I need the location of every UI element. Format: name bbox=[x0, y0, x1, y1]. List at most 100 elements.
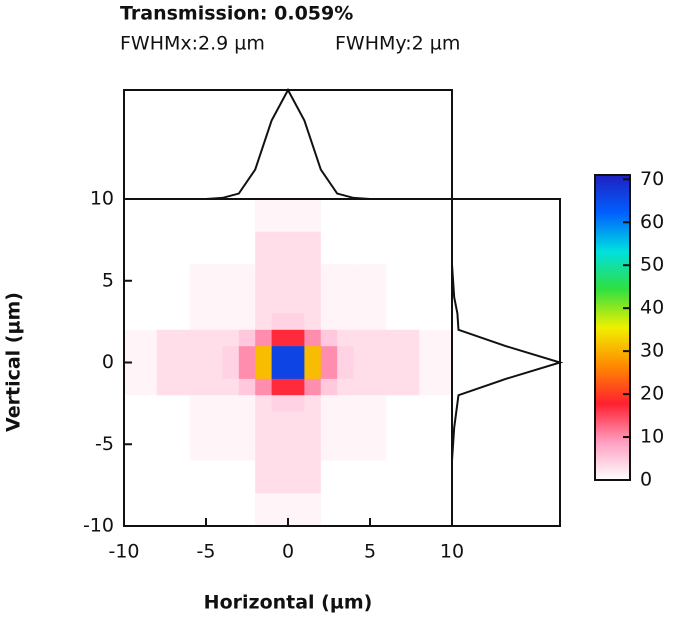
heat-cell bbox=[222, 460, 240, 478]
heat-cell bbox=[288, 199, 305, 216]
heat-cell bbox=[156, 460, 174, 478]
heat-cell bbox=[402, 493, 420, 510]
heat-cell bbox=[419, 395, 436, 412]
heat-cell bbox=[386, 509, 404, 527]
heat-cell bbox=[435, 444, 453, 461]
heat-cell bbox=[386, 362, 404, 380]
heat-cell bbox=[353, 378, 371, 396]
heat-cell bbox=[402, 215, 420, 232]
heat-cell bbox=[156, 378, 174, 396]
heat-cell bbox=[304, 297, 322, 314]
heat-cell bbox=[124, 231, 141, 249]
heat-cell bbox=[255, 493, 272, 510]
heat-cell bbox=[402, 248, 420, 265]
vertical-profile bbox=[451, 199, 564, 526]
heat-cell bbox=[337, 493, 354, 510]
chart-title: Transmission: 0.059% bbox=[120, 3, 353, 25]
heat-cell bbox=[189, 395, 207, 412]
heat-cell bbox=[304, 313, 322, 331]
heat-cell bbox=[370, 280, 387, 298]
heat-cell bbox=[173, 411, 190, 429]
heat-cell bbox=[173, 231, 190, 249]
heat-cell bbox=[435, 231, 453, 249]
heat-cell bbox=[370, 329, 387, 347]
heat-cell bbox=[353, 231, 371, 249]
heat-cell bbox=[189, 280, 207, 298]
heat-cell bbox=[320, 231, 338, 249]
colorbar-tick-label: 60 bbox=[640, 211, 664, 233]
heat-cell bbox=[189, 264, 207, 282]
heat-cell bbox=[271, 395, 289, 412]
heat-cell bbox=[173, 493, 190, 510]
heat-cell bbox=[271, 460, 289, 478]
heat-cell bbox=[206, 248, 223, 265]
heat-cell bbox=[124, 215, 141, 232]
colorbar-tick-label: 40 bbox=[640, 297, 664, 319]
heat-cell bbox=[337, 411, 354, 429]
heat-cell bbox=[255, 231, 272, 249]
heat-cell bbox=[320, 378, 338, 396]
heat-cell bbox=[337, 460, 354, 478]
heat-cell bbox=[353, 346, 371, 363]
heat-cell bbox=[255, 444, 272, 461]
heat-cell bbox=[370, 411, 387, 429]
heat-cell bbox=[386, 231, 404, 249]
heat-cell bbox=[222, 493, 240, 510]
heat-cell bbox=[288, 427, 305, 445]
heat-cell bbox=[255, 476, 272, 494]
heat-cell bbox=[173, 264, 190, 282]
heat-cell bbox=[353, 329, 371, 347]
heat-cell bbox=[320, 444, 338, 461]
heat-cell bbox=[435, 395, 453, 412]
heat-cell bbox=[173, 297, 190, 314]
heat-cell bbox=[353, 493, 371, 510]
heat-cell bbox=[124, 329, 141, 347]
heat-cell bbox=[238, 264, 256, 282]
top-panel-frame bbox=[123, 89, 453, 199]
heat-cell bbox=[370, 248, 387, 265]
heat-cell bbox=[370, 215, 387, 232]
heat-cell bbox=[255, 346, 272, 363]
heat-cell bbox=[320, 411, 338, 429]
heat-cell bbox=[386, 411, 404, 429]
heat-cell bbox=[140, 280, 158, 298]
heat-cell bbox=[353, 215, 371, 232]
heat-cell bbox=[156, 248, 174, 265]
heat-cell bbox=[386, 297, 404, 314]
heat-cell bbox=[255, 329, 272, 347]
heat-cell bbox=[320, 460, 338, 478]
heat-cell bbox=[353, 297, 371, 314]
x-tick-label: -10 bbox=[108, 541, 139, 563]
heat-cell bbox=[419, 444, 436, 461]
heat-cell bbox=[206, 346, 223, 363]
heat-cell bbox=[386, 476, 404, 494]
heat-cell bbox=[140, 460, 158, 478]
heat-cell bbox=[320, 346, 338, 363]
heat-cell bbox=[419, 248, 436, 265]
heat-cell bbox=[222, 427, 240, 445]
heat-cell bbox=[255, 427, 272, 445]
heat-cell bbox=[206, 264, 223, 282]
heat-cell bbox=[173, 199, 190, 216]
heat-cell bbox=[140, 248, 158, 265]
heat-cell bbox=[140, 231, 158, 249]
colorbar-tick-label: 10 bbox=[640, 426, 664, 448]
heat-cell bbox=[189, 460, 207, 478]
annotation: FWHMy:2 µm bbox=[335, 33, 460, 55]
heat-cell bbox=[304, 395, 322, 412]
heat-cell bbox=[156, 329, 174, 347]
heat-cell bbox=[353, 362, 371, 380]
heat-cell bbox=[320, 427, 338, 445]
heat-cell bbox=[173, 248, 190, 265]
heat-cell bbox=[435, 493, 453, 510]
heat-cell bbox=[206, 411, 223, 429]
heat-cell bbox=[222, 199, 240, 216]
heat-cell bbox=[320, 329, 338, 347]
heat-cell bbox=[124, 476, 141, 494]
heat-cell bbox=[156, 427, 174, 445]
heat-cell bbox=[271, 280, 289, 298]
heat-cell bbox=[189, 362, 207, 380]
heat-cell bbox=[304, 476, 322, 494]
heat-cell bbox=[370, 427, 387, 445]
x-axis-label: Horizontal (µm) bbox=[204, 592, 373, 614]
